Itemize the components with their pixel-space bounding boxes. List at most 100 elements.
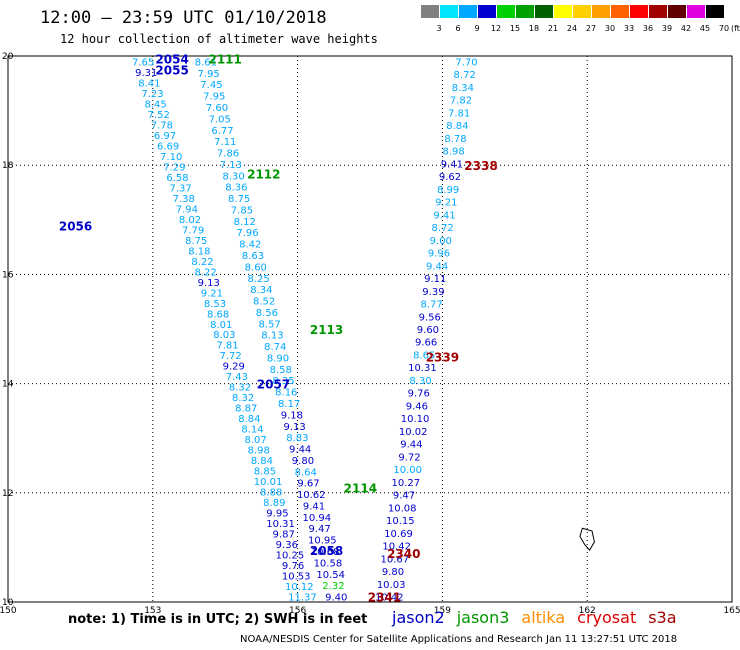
colorbar-swatch <box>687 5 705 18</box>
swh-value-jason2: 7.29 <box>163 162 185 173</box>
satellite-legend-item: jason2 <box>392 608 445 627</box>
swh-value-s3a: 8.99 <box>437 185 459 196</box>
swh-value-s3a: 10.27 <box>392 478 421 489</box>
swh-value-jason2: 9.29 <box>223 362 245 373</box>
colorbar-unit: (ft) <box>730 24 740 33</box>
page-title: 12:00 – 23:59 UTC 01/10/2018 <box>40 8 327 28</box>
swh-value-s3a: 9.39 <box>422 287 444 298</box>
swh-value-jason3: 10.95 <box>308 536 337 547</box>
swh-value-jason3: 8.61 <box>195 57 217 68</box>
swh-value-s3a: 9.47 <box>393 491 415 502</box>
time-label: 2058 <box>310 544 343 558</box>
swh-value-jason3: 7.11 <box>214 137 236 148</box>
time-label: 2114 <box>344 481 377 495</box>
swh-value-jason2: 7.94 <box>176 204 198 215</box>
colorbar-label: 27 <box>585 24 597 33</box>
colorbar-label: 18 <box>528 24 540 33</box>
swh-value-jason3: 6.77 <box>211 126 233 137</box>
swh-value-jason2: 7.72 <box>219 351 241 362</box>
colorbar-label: 6 <box>455 24 461 33</box>
swh-value-jason3: 9.80 <box>292 456 314 467</box>
colorbar-label: 15 <box>509 24 521 33</box>
swh-value-s3a: 9.56 <box>419 312 441 323</box>
y-tick-label: 18 <box>2 161 14 171</box>
swh-value-s3a: 10.42 <box>375 593 404 604</box>
time-label: 2055 <box>155 64 188 78</box>
swh-value-s3a: 8.72 <box>431 223 453 234</box>
swh-value-jason3: 8.57 <box>259 319 281 330</box>
time-label: 2111 <box>208 53 241 67</box>
swh-value-jason3: 8.74 <box>264 342 286 353</box>
swh-value-jason3: 8.75 <box>228 194 250 205</box>
swh-value-s3a: 10.08 <box>388 503 417 514</box>
satellite-legend: jason2 jason3 altika cryosat s3a <box>392 608 689 627</box>
swh-value-jason3: 8.25 <box>247 274 269 285</box>
swh-value-jason3: 9.67 <box>297 479 319 490</box>
swh-value-s3a: 8.84 <box>446 121 468 132</box>
colorbar-label: 12 <box>490 24 502 33</box>
swh-value-jason2: 7.23 <box>141 89 163 100</box>
time-label: 2057 <box>257 378 290 392</box>
swh-value-jason3: 7.96 <box>236 228 258 239</box>
x-tick-label: 165 <box>723 606 740 616</box>
plot-frame <box>7 55 733 603</box>
swh-value-jason2: 7.81 <box>216 341 238 352</box>
swh-value-jason2: 6.97 <box>154 131 176 142</box>
swh-value-s3a: 9.46 <box>406 401 428 412</box>
time-label: 2339 <box>426 350 459 364</box>
swh-value-jason2: 9.13 <box>198 278 220 289</box>
colorbar-swatch <box>668 5 686 18</box>
swh-value-s3a: 10.67 <box>381 554 410 565</box>
swh-value-jason2: 10.01 <box>254 477 283 488</box>
swh-value-jason2: 9.31 <box>135 68 157 79</box>
swh-value-jason2: 8.07 <box>244 435 266 446</box>
y-tick-label: 16 <box>2 270 14 280</box>
swh-value-jason2: 9.87 <box>273 530 295 541</box>
colorbar-swatch <box>535 5 553 18</box>
swh-value-jason3: 7.13 <box>220 160 242 171</box>
swh-value-jason2: 8.02 <box>179 215 201 226</box>
swh-value-jason2: 8.53 <box>204 299 226 310</box>
swh-value-jason2: 8.22 <box>194 267 216 278</box>
swh-value-s3a: 7.81 <box>448 108 470 119</box>
swh-value-s3a: 9.80 <box>382 567 404 578</box>
colorbar-swatch <box>421 5 439 18</box>
colorbar-label: 45 <box>699 24 711 33</box>
swh-value-jason3: 8.64 <box>295 467 317 478</box>
colorbar-swatch <box>516 5 534 18</box>
swh-value-s3a: 8.65 <box>413 350 435 361</box>
swh-value-jason2: 8.84 <box>251 456 273 467</box>
swh-value-s3a: 9.00 <box>430 236 452 247</box>
swh-value-jason3: 9.47 <box>308 524 330 535</box>
swh-value-s3a: 10.42 <box>382 542 411 553</box>
swh-value-jason2: 8.32 <box>229 383 251 394</box>
swh-value-jason3: 8.58 <box>270 365 292 376</box>
swh-value-jason3: 8.13 <box>261 331 283 342</box>
colorbar-swatch <box>554 5 572 18</box>
swh-value-jason2: 9.76 <box>282 561 304 572</box>
swh-value-jason2: 8.14 <box>241 425 263 436</box>
x-tick-label: 150 <box>0 606 17 616</box>
swh-value-s3a: 8.72 <box>454 70 476 81</box>
footer-note: note: 1) Time is in UTC; 2) SWH is in fe… <box>68 612 368 627</box>
swh-value-jason3: 8.83 <box>286 433 308 444</box>
swh-value-jason2: 8.75 <box>185 236 207 247</box>
swh-value-jason3: 2.32 <box>322 581 344 592</box>
swh-value-jason3: 8.56 <box>256 308 278 319</box>
swh-value-s3a: 8.98 <box>443 147 465 158</box>
swh-value-jason3: 8.35 <box>272 376 294 387</box>
swh-value-jason3: 7.85 <box>231 205 253 216</box>
swh-value-jason3: 7.95 <box>203 92 225 103</box>
swh-value-jason2: 8.41 <box>138 78 160 89</box>
swh-value-jason2: 7.37 <box>169 183 191 194</box>
y-tick-label: 14 <box>2 380 14 390</box>
swh-value-jason3: 7.86 <box>217 149 239 160</box>
swh-value-s3a: 9.66 <box>415 338 437 349</box>
swh-value-jason3: 7.60 <box>206 103 228 114</box>
swh-value-jason3: 8.60 <box>245 262 267 273</box>
swh-value-jason2: 8.03 <box>213 330 235 341</box>
swh-value-jason3: 8.34 <box>250 285 272 296</box>
colorbar-swatch <box>630 5 648 18</box>
colorbar-label: 24 <box>566 24 578 33</box>
